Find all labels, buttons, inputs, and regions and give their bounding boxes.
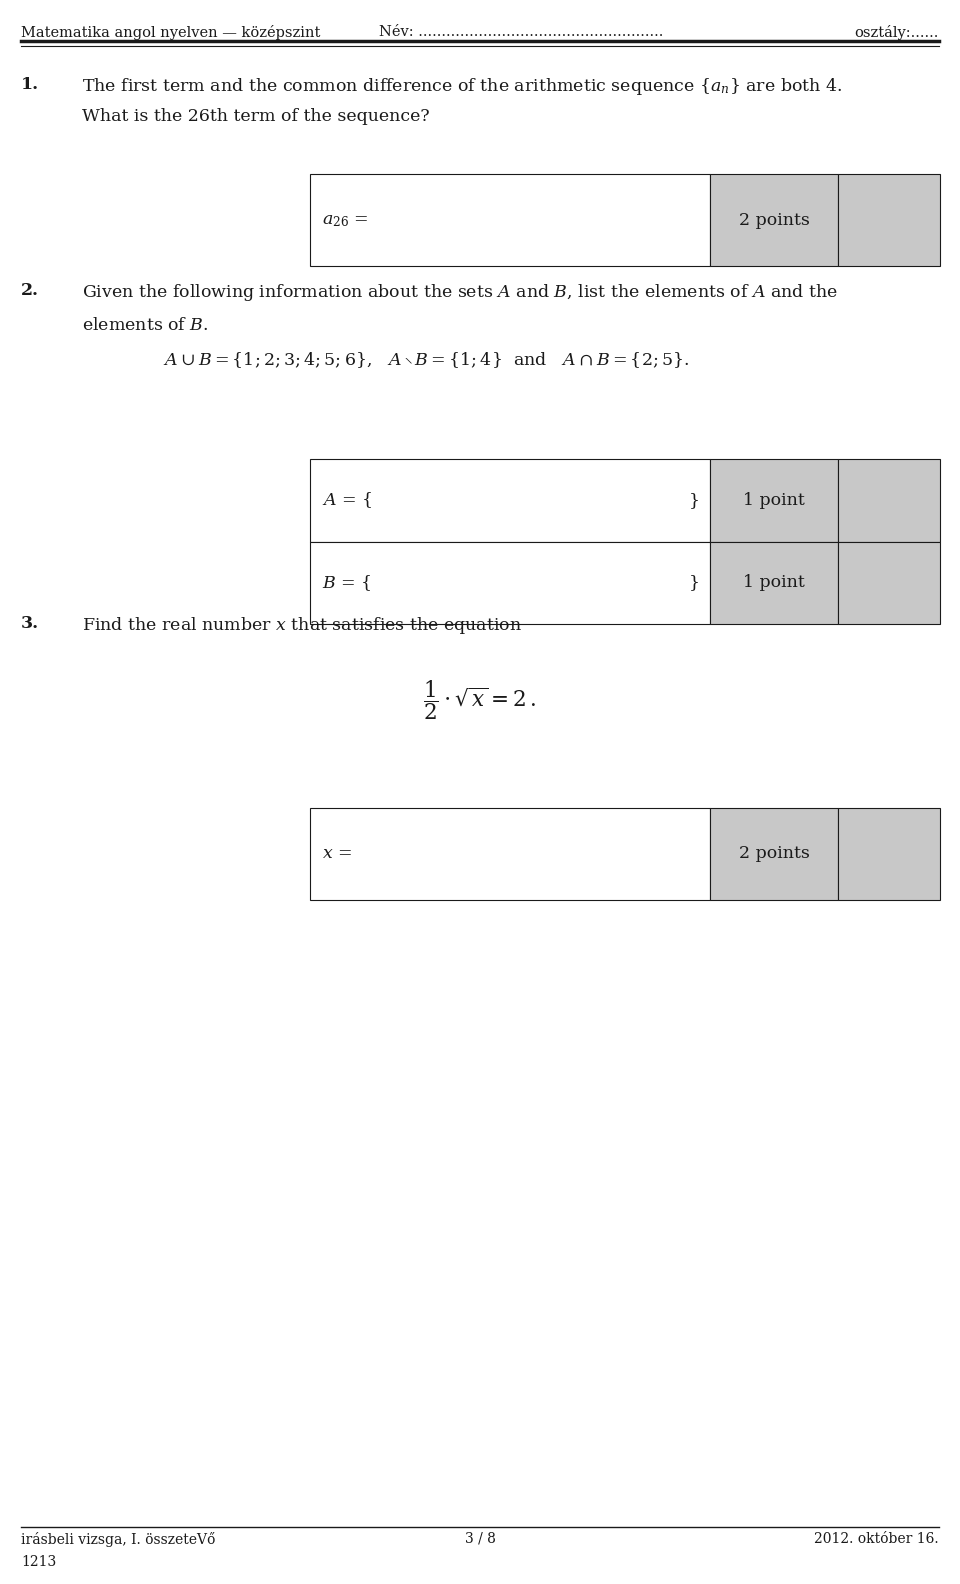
Text: 2.: 2. [21,282,39,299]
Text: 1 point: 1 point [743,493,805,508]
Bar [310,542,710,624]
Bar [710,542,838,624]
Bar [710,808,838,900]
Text: Név: .....................................................: Név: ...................................… [379,25,663,40]
Text: Matematika angol nyelven — középszint: Matematika angol nyelven — középszint [21,25,321,40]
Text: $B$ = {: $B$ = { [322,573,372,592]
Text: irásbeli vizsga, I. összeteVő: irásbeli vizsga, I. összeteVő [21,1532,215,1546]
Text: 2012. október 16.: 2012. október 16. [814,1532,939,1546]
Text: $\dfrac{1}{2} \cdot \sqrt{x} = 2\,.$: $\dfrac{1}{2} \cdot \sqrt{x} = 2\,.$ [423,678,537,722]
Text: What is the 26th term of the sequence?: What is the 26th term of the sequence? [82,108,429,125]
Text: 1 point: 1 point [743,575,805,591]
Bar [838,459,940,542]
Text: 2 points: 2 points [739,212,809,228]
Text: 1213: 1213 [21,1555,57,1570]
Text: osztály:......: osztály:...... [854,25,939,40]
Text: $x$ =: $x$ = [322,846,351,862]
Text: $A$ = {: $A$ = { [322,491,372,510]
Text: $a_{26}$ =: $a_{26}$ = [322,212,368,228]
Bar [710,174,838,266]
Text: The first term and the common difference of the arithmetic sequence $\{a_n\}$ ar: The first term and the common difference… [82,76,842,97]
Text: 3.: 3. [21,615,39,632]
Text: 1.: 1. [21,76,39,93]
Bar [310,459,710,542]
Bar [838,808,940,900]
Bar [710,459,838,542]
Bar [310,174,710,266]
Bar [310,808,710,900]
Text: }: } [689,493,701,508]
Text: elements of $B$.: elements of $B$. [82,317,208,334]
Text: $A \cup B = \{1;2;3;4;5;6\}$,   $A \setminus B = \{1;4\}$  and   $A \cap B = \{2: $A \cup B = \{1;2;3;4;5;6\}$, $A \setmin… [163,350,689,371]
Text: 2 points: 2 points [739,846,809,862]
Text: 3 / 8: 3 / 8 [465,1532,495,1546]
Bar [838,542,940,624]
Bar [838,174,940,266]
Text: }: } [689,575,701,591]
Text: Given the following information about the sets $A$ and $B$, list the elements of: Given the following information about th… [82,282,837,303]
Text: Find the real number $x$ that satisfies the equation: Find the real number $x$ that satisfies … [82,615,521,635]
